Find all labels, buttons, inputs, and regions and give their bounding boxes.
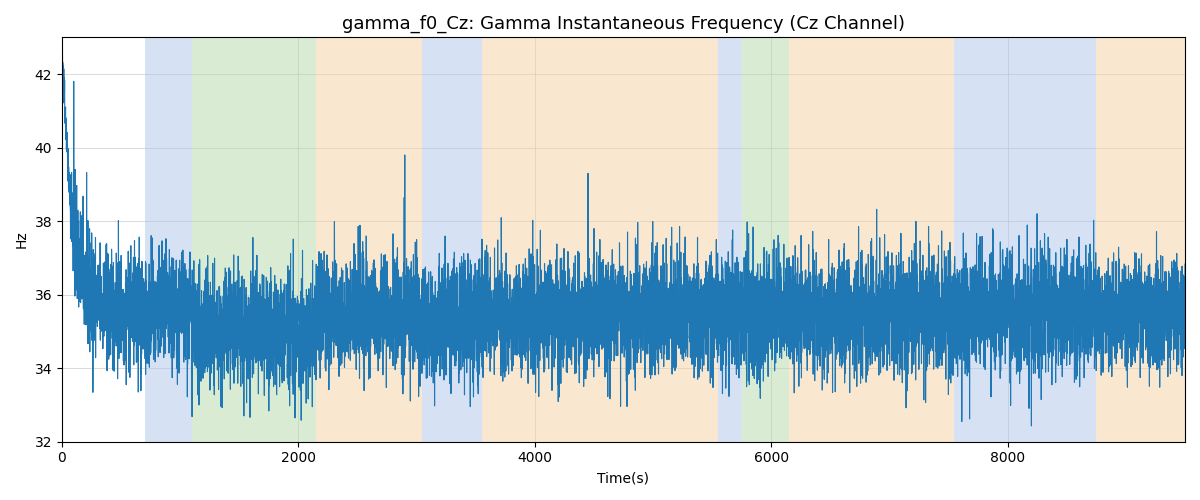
- Bar: [1097, 38, 1186, 442]
- Bar: [316, 38, 422, 442]
- Bar: [481, 38, 718, 442]
- Bar: [145, 38, 192, 442]
- X-axis label: Time(s): Time(s): [598, 471, 649, 485]
- Y-axis label: Hz: Hz: [14, 230, 29, 248]
- Bar: [788, 38, 954, 442]
- Bar: [742, 38, 788, 442]
- Bar: [192, 38, 316, 442]
- Title: gamma_f0_Cz: Gamma Instantaneous Frequency (Cz Channel): gamma_f0_Cz: Gamma Instantaneous Frequen…: [342, 15, 905, 34]
- Bar: [422, 38, 481, 442]
- Bar: [718, 38, 742, 442]
- Bar: [954, 38, 1097, 442]
